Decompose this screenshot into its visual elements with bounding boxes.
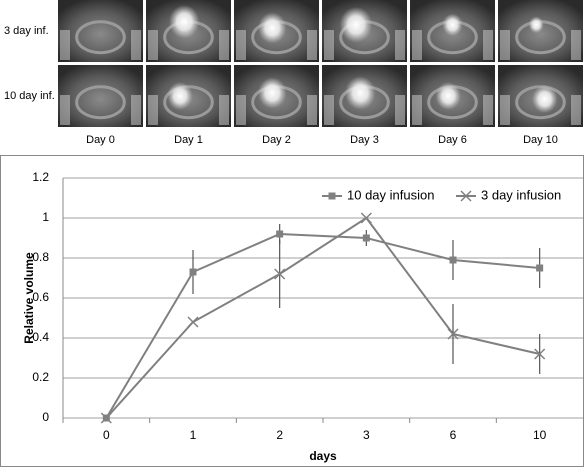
y-tick-label: 1 [42, 210, 49, 224]
x-tick-label: 3 [363, 428, 370, 442]
marker [360, 212, 372, 224]
mri-edge [131, 95, 141, 125]
chart-frame [0, 155, 584, 467]
mri-edge [60, 95, 70, 125]
mri-edge [571, 30, 581, 60]
mri-edge [395, 30, 405, 60]
series-line [105, 232, 540, 419]
y-tick-label: 0.2 [32, 370, 49, 384]
mri-edge [324, 30, 334, 60]
lesion [442, 13, 463, 36]
mri-edge [324, 95, 334, 125]
x-tick-label: 10 [533, 428, 547, 442]
column-label: Day 2 [262, 134, 291, 146]
mri-edge [236, 30, 246, 60]
mri-edge [500, 95, 510, 125]
legend-marker [328, 192, 336, 200]
row-label: 3 day inf. [4, 25, 49, 37]
mri-edge [412, 95, 422, 125]
lesion [167, 82, 193, 110]
marker [362, 234, 370, 242]
mri-edge [412, 30, 422, 60]
mri-structure [75, 85, 126, 120]
mri-edge [395, 95, 405, 125]
y-tick-label: 0 [42, 410, 49, 424]
legend-label: 10 day infusion [347, 187, 434, 202]
mri-edge [148, 30, 158, 60]
column-label: Day 6 [438, 134, 467, 146]
mri-edge [571, 95, 581, 125]
lesion [528, 16, 544, 34]
marker [449, 256, 457, 264]
column-label: Day 1 [174, 134, 203, 146]
lesion [257, 77, 287, 109]
legend-marker [460, 190, 472, 202]
x-tick-label: 2 [276, 428, 283, 442]
lesion [344, 76, 376, 110]
mri-edge [483, 95, 493, 125]
column-label: Day 0 [86, 134, 115, 146]
y-tick-label: 1.2 [32, 170, 49, 184]
marker [187, 316, 199, 328]
y-tick-label: 0.4 [32, 330, 49, 344]
y-tick-label: 0.8 [32, 250, 49, 264]
column-label: Day 3 [350, 134, 379, 146]
lesion [257, 12, 287, 44]
y-axis-label: Relative volume [22, 252, 36, 344]
mri-edge [307, 95, 317, 125]
marker [274, 268, 286, 280]
x-tick-label: 1 [190, 428, 197, 442]
lesion [435, 82, 461, 110]
legend-label: 3 day infusion [481, 187, 561, 202]
marker [189, 268, 197, 276]
mri-edge [307, 30, 317, 60]
x-axis-label: days [309, 449, 337, 463]
column-label: Day 10 [523, 134, 558, 146]
marker [447, 328, 459, 340]
lesion [532, 85, 558, 114]
mri-edge [131, 30, 141, 60]
mri-edge [219, 95, 229, 125]
mri-edge [219, 30, 229, 60]
mri-edge [500, 30, 510, 60]
row-label: 10 day inf. [4, 90, 55, 102]
mri-edge [483, 30, 493, 60]
marker [536, 264, 544, 272]
lesion [168, 4, 200, 39]
mri-edge [148, 95, 158, 125]
marker [100, 412, 112, 424]
y-tick-label: 0.6 [32, 290, 49, 304]
mri-structure [75, 20, 126, 55]
marker [534, 348, 546, 360]
mri-edge [60, 30, 70, 60]
x-tick-label: 6 [450, 428, 457, 442]
lesion [339, 6, 373, 43]
mri-edge [236, 95, 246, 125]
x-tick-label: 0 [103, 428, 110, 442]
marker [276, 230, 284, 238]
series-line [105, 216, 540, 419]
